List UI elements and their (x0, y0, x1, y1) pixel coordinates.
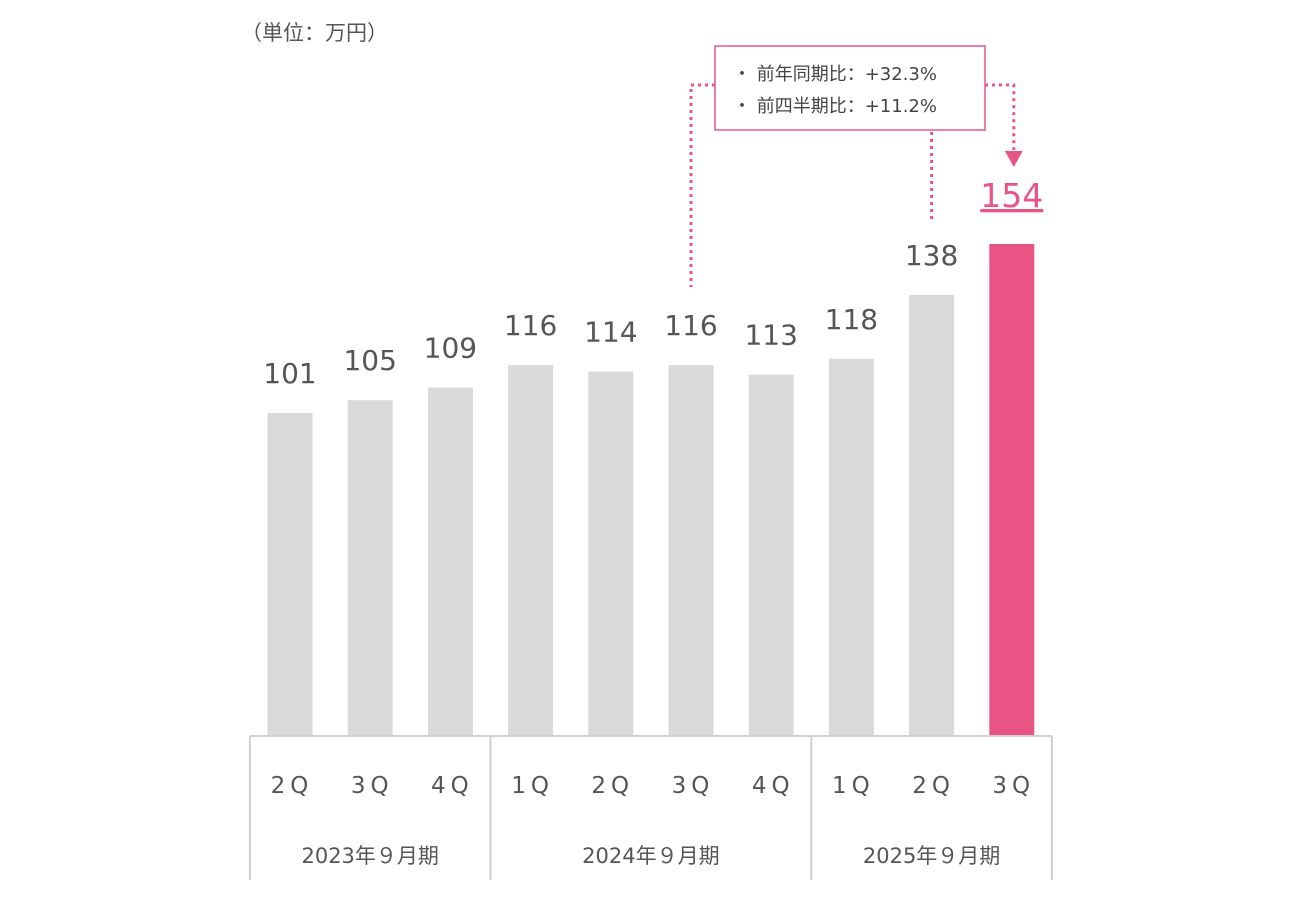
value-label-highlight: 154 (980, 176, 1043, 215)
category-label: 1Q (832, 773, 875, 799)
group-label: 2024年９月期 (582, 844, 719, 868)
category-label: 1Q (511, 773, 554, 799)
yoy-growth-text: ・ 前年同期比：+32.3% (733, 64, 937, 85)
annotation-connectors (689, 83, 1023, 288)
bar-highlight (989, 244, 1035, 735)
category-label: 3Q (992, 773, 1035, 799)
bar (748, 374, 794, 735)
bars-group (267, 244, 1035, 735)
value-label: 116 (504, 309, 557, 342)
bar (668, 365, 714, 735)
bar (828, 358, 874, 735)
value-label: 118 (825, 303, 878, 336)
unit-label: （単位：万円） (241, 21, 388, 45)
value-label: 101 (263, 357, 316, 390)
value-labels-group: 101 105 109 116 114 116 113 118 138 154 (263, 176, 1043, 390)
bar (508, 365, 554, 735)
category-label: 3Q (672, 773, 715, 799)
category-label: 4Q (431, 773, 474, 799)
category-label: 4Q (752, 773, 795, 799)
category-label: 2Q (271, 773, 314, 799)
value-label: 116 (664, 309, 717, 342)
bar (427, 387, 473, 735)
value-label: 113 (744, 319, 797, 352)
bar (347, 400, 393, 735)
value-label: 114 (584, 316, 637, 349)
value-label: 109 (424, 331, 477, 364)
highlight-connector (985, 83, 1016, 150)
category-label: 2Q (912, 773, 955, 799)
category-label: 3Q (351, 773, 394, 799)
group-label: 2023年９月期 (301, 844, 438, 868)
category-axis: 2Q 3Q 4Q 1Q 2Q 3Q 4Q 1Q 2Q 3Q 2023年９月期 2024年９月期 2025… (248, 735, 1053, 880)
bar (588, 371, 634, 735)
annotation-box (714, 45, 986, 131)
value-label: 105 (343, 344, 396, 377)
bar (267, 412, 313, 735)
category-label: 2Q (591, 773, 634, 799)
growth-annotation: ・ 前年同期比：+32.3% ・ 前四半期比：+11.2% (689, 45, 1023, 288)
group-label: 2025年９月期 (863, 844, 1000, 868)
qoq-growth-text: ・ 前四半期比：+11.2% (733, 96, 937, 117)
value-label: 138 (905, 239, 958, 272)
yoy-connector (689, 83, 715, 288)
bar (909, 295, 955, 735)
arrow-down-icon (1004, 151, 1023, 167)
